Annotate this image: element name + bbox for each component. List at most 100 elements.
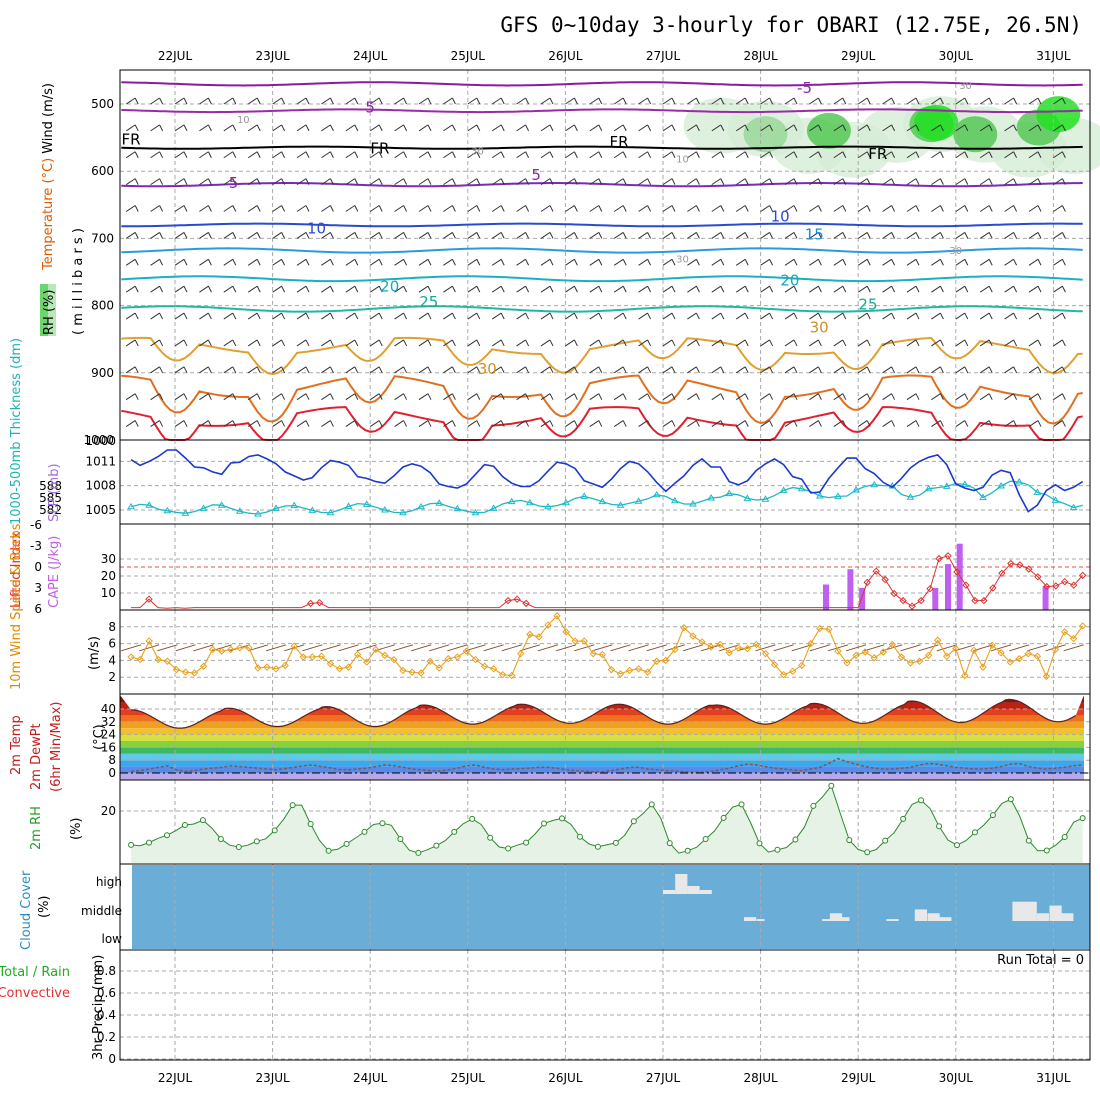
wind-barb (272, 312, 282, 320)
wind-barb (296, 285, 307, 293)
wind-barb (613, 231, 624, 239)
wind-barb (369, 366, 380, 374)
lifted-index-marker (1043, 582, 1051, 591)
wind-barb (906, 285, 917, 293)
wind-barb-flag (573, 420, 578, 427)
wind-barb (906, 178, 917, 186)
wind-barb-flag (451, 420, 456, 427)
wind-barb (589, 258, 600, 266)
wind-barb (345, 312, 356, 320)
wind-barb-flag (403, 393, 408, 400)
wind-barb (199, 151, 209, 159)
wind-barb-flag (305, 420, 310, 427)
wind-barb (491, 285, 502, 293)
thickness-marker (471, 508, 480, 516)
wind-barb-flag (573, 393, 578, 400)
wind10-unit-label: (m/s) (87, 636, 102, 670)
wind-barb (345, 124, 356, 132)
wind-barb (272, 366, 282, 374)
wind-barb (125, 97, 136, 105)
temp-mask (120, 695, 1084, 729)
pressure-tick-label: 700 (91, 231, 114, 245)
wind-barb-flag (329, 97, 334, 105)
wind-barb (125, 393, 136, 401)
wind-barb (931, 285, 941, 293)
wind-barb (443, 124, 453, 132)
wind-barb-flag (573, 312, 578, 320)
wind-barb (223, 151, 234, 159)
thickness-marker (852, 486, 860, 493)
thickness-tick-label: 588 (39, 479, 62, 493)
wind-barb (443, 97, 453, 105)
wind-barb (125, 231, 136, 239)
rh2m-marker (953, 842, 960, 849)
wind-barb (931, 151, 941, 159)
lifted-index-marker (1025, 565, 1033, 573)
wind-barb-flag (500, 178, 505, 185)
wind-barb-flag (256, 124, 261, 132)
wind-barb (516, 420, 526, 427)
isotherm-label: 25 (858, 296, 877, 314)
wind-barb (369, 97, 380, 105)
wind-barb (1053, 258, 1063, 266)
wind-barb (223, 420, 234, 427)
lifted-index-marker (953, 568, 961, 576)
wind-barb (613, 285, 624, 293)
lifted-index-marker (908, 602, 916, 610)
wind-barb-flag (1013, 259, 1018, 266)
thickness-marker (562, 498, 570, 506)
wind-barb-flag (207, 420, 212, 427)
wind10-marker (1069, 634, 1078, 643)
wind-barb (906, 205, 917, 212)
wind-barb (418, 258, 429, 266)
wind-barb (467, 312, 478, 320)
wind-barb-flag (647, 312, 652, 320)
wind-barb-flag (329, 366, 334, 374)
rh2m-marker (936, 823, 943, 830)
rh2m-marker (523, 839, 530, 846)
wind-barb (491, 205, 502, 212)
wind-barb-flag (207, 339, 212, 347)
wind-barb-flag (525, 366, 530, 374)
wind-barb (491, 312, 502, 320)
wind-barb-flag (403, 97, 408, 105)
wind-barb-flag (671, 124, 676, 132)
isotherm-label: -5 (797, 79, 812, 97)
wind-barb (369, 285, 380, 293)
wind-barb (687, 339, 697, 347)
wind10-marker (734, 644, 742, 652)
lifted-index-marker (935, 554, 943, 563)
wind10-marker (317, 652, 326, 660)
wind-barb (418, 285, 429, 293)
wind-barb (662, 231, 673, 239)
temp-color-band (120, 747, 1084, 754)
wind-barb-flag (329, 285, 334, 293)
wind-barb (491, 124, 502, 132)
wind10-marker (163, 657, 172, 665)
wind-barb (857, 339, 868, 347)
wind10-marker (798, 661, 806, 670)
wind-barb-flag (647, 232, 652, 239)
wind-barb-flag (817, 124, 822, 132)
wind-barb (247, 205, 258, 212)
wind-barb-flag (134, 339, 139, 347)
wind-barb-flag (964, 366, 969, 374)
wind-barb (467, 97, 478, 105)
top-date-label: 27JUL (646, 49, 681, 63)
wind-barb-flag (183, 259, 188, 266)
wind10-barb (990, 644, 1012, 652)
wind-barb-flag (451, 124, 456, 132)
wind-barb (467, 124, 478, 132)
wind-barb (882, 312, 892, 320)
wind-barb-flag (720, 97, 725, 105)
wind-barb (711, 285, 722, 293)
wind-barb (613, 97, 624, 105)
wind-barb (150, 178, 160, 186)
rh2m-marker (325, 847, 332, 854)
wind-barb (296, 420, 307, 427)
wind10-marker (208, 645, 217, 654)
thickness-marker (598, 497, 607, 505)
bottom-date-label: 25JUL (451, 1071, 486, 1085)
wind-barb-flag (915, 205, 920, 212)
